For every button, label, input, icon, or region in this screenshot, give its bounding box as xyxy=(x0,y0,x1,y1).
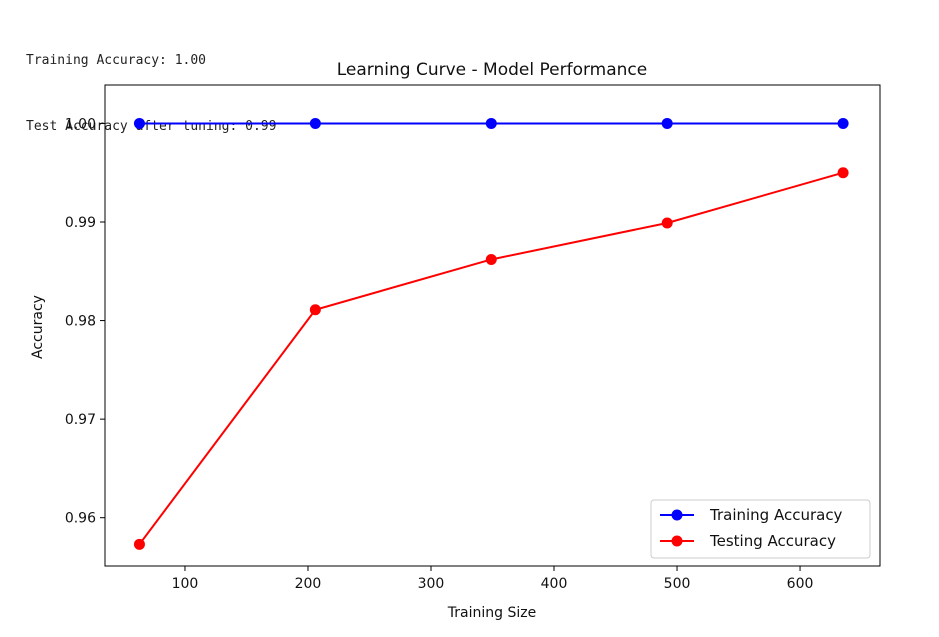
testing-accuracy-point xyxy=(661,217,673,229)
chart-title: Learning Curve - Model Performance xyxy=(337,60,647,80)
y-axis-label: Accuracy xyxy=(30,295,46,359)
testing-accuracy-point xyxy=(133,538,145,550)
legend-box xyxy=(650,499,871,559)
training-accuracy-point xyxy=(661,117,673,129)
legend-label-testing-accuracy: Testing Accuracy xyxy=(709,532,836,550)
y-tick-label: 0.97 xyxy=(65,412,96,428)
training-accuracy-point xyxy=(133,117,145,129)
training-accuracy-point xyxy=(837,117,849,129)
testing-accuracy-point xyxy=(309,304,321,316)
legend-label-training-accuracy: Training Accuracy xyxy=(709,506,843,524)
training-accuracy-point xyxy=(485,117,497,129)
x-axis-label: Training Size xyxy=(447,605,536,621)
x-tick-label: 300 xyxy=(418,576,445,592)
legend-marker-training-accuracy xyxy=(671,509,683,521)
x-tick-label: 200 xyxy=(295,576,322,592)
series-testing-accuracy xyxy=(133,167,849,550)
x-tick-label: 100 xyxy=(172,576,199,592)
legend-marker-testing-accuracy xyxy=(671,535,683,547)
plot-frame xyxy=(104,84,881,567)
console-line-training-accuracy: Training Accuracy: 1.00 xyxy=(26,53,207,68)
training-accuracy-point xyxy=(309,117,321,129)
x-tick-label: 600 xyxy=(787,576,814,592)
series-lines xyxy=(133,117,849,550)
series-training-accuracy xyxy=(133,117,849,129)
y-tick-label: 0.99 xyxy=(65,215,96,231)
testing-accuracy-point xyxy=(837,167,849,179)
testing-accuracy-line xyxy=(138,171,844,545)
y-tick-label: 0.98 xyxy=(65,314,96,330)
ticks: 100 200 300 400 500 600 0.96 0.97 0.98 0.99 1.00 xyxy=(65,116,814,592)
testing-accuracy-point xyxy=(485,253,497,265)
y-tick-label: 1.00 xyxy=(65,116,96,132)
axes xyxy=(104,84,881,567)
legend: Training Accuracy Testing Accuracy xyxy=(650,499,871,559)
y-tick-label: 0.96 xyxy=(65,511,96,527)
x-tick-label: 500 xyxy=(664,576,691,592)
x-tick-label: 400 xyxy=(541,576,568,592)
